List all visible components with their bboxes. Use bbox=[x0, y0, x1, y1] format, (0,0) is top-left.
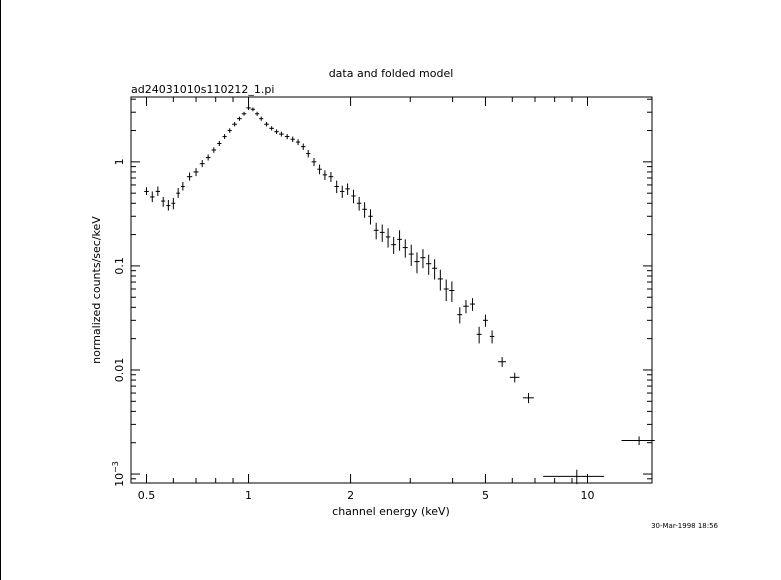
data-point bbox=[144, 187, 149, 196]
chart-title: data and folded model bbox=[329, 67, 454, 80]
data-point bbox=[255, 111, 260, 116]
data-point bbox=[408, 244, 414, 266]
data-point bbox=[300, 143, 306, 150]
data-point bbox=[205, 154, 211, 161]
data-point bbox=[476, 326, 482, 344]
data-point bbox=[246, 106, 251, 110]
data-point bbox=[269, 126, 274, 131]
data-point bbox=[161, 196, 166, 207]
data-point bbox=[199, 160, 205, 168]
x-tick-label: 2 bbox=[347, 489, 354, 502]
data-point bbox=[180, 182, 185, 191]
x-tick-label: 10 bbox=[580, 489, 594, 502]
chart-subtitle: ad24031010s110212_1.pi bbox=[131, 83, 274, 96]
data-point bbox=[306, 149, 311, 158]
data-point bbox=[176, 188, 181, 198]
data-point bbox=[150, 191, 155, 203]
data-point bbox=[391, 236, 397, 255]
data-point bbox=[171, 197, 176, 210]
data-point bbox=[227, 128, 232, 133]
data-point bbox=[437, 269, 443, 291]
data-point bbox=[379, 224, 385, 242]
data-point bbox=[368, 209, 373, 225]
data-point bbox=[463, 300, 469, 314]
data-point bbox=[432, 259, 438, 280]
data-point bbox=[311, 157, 317, 167]
data-point bbox=[498, 357, 507, 367]
x-tick-label: 0.5 bbox=[138, 489, 156, 502]
data-point bbox=[397, 230, 402, 251]
data-point bbox=[443, 279, 449, 302]
data-point bbox=[328, 171, 334, 183]
data-point bbox=[345, 183, 350, 196]
data-point bbox=[457, 307, 463, 324]
data-point bbox=[522, 393, 534, 404]
data-point bbox=[317, 164, 322, 175]
data-point bbox=[250, 107, 256, 112]
data-point bbox=[543, 469, 605, 485]
x-tick-label: 5 bbox=[482, 489, 489, 502]
data-point bbox=[362, 202, 367, 218]
data-point bbox=[241, 111, 247, 116]
data-point bbox=[211, 147, 217, 153]
y-tick-label: 10−3 bbox=[111, 461, 126, 487]
data-point bbox=[334, 180, 339, 194]
data-point bbox=[469, 298, 476, 311]
y-tick-label: 1 bbox=[113, 158, 126, 165]
x-tick-label: 1 bbox=[245, 489, 252, 502]
window-left-border bbox=[0, 0, 1, 580]
data-point bbox=[402, 239, 408, 258]
data-point bbox=[237, 116, 242, 121]
data-point bbox=[279, 131, 284, 137]
data-point bbox=[264, 122, 269, 127]
data-point bbox=[155, 186, 161, 196]
data-point bbox=[483, 314, 488, 327]
y-tick-label: 0.01 bbox=[113, 358, 126, 383]
data-point bbox=[186, 172, 193, 181]
y-axis-label: normalized counts/sec/keV bbox=[90, 216, 103, 364]
data-point bbox=[166, 199, 171, 211]
data-point bbox=[414, 252, 420, 274]
data-point bbox=[284, 134, 290, 140]
data-point bbox=[340, 185, 345, 198]
data-point bbox=[351, 189, 356, 204]
data-point bbox=[509, 372, 520, 383]
data-point bbox=[295, 139, 301, 146]
data-point bbox=[621, 436, 655, 446]
data-point bbox=[426, 254, 432, 275]
data-point bbox=[385, 228, 391, 248]
data-point bbox=[193, 168, 199, 177]
data-point bbox=[489, 330, 495, 344]
data-point bbox=[290, 136, 295, 143]
plot-frame bbox=[130, 96, 653, 484]
data-point bbox=[217, 140, 222, 147]
data-point bbox=[356, 196, 362, 211]
data-point bbox=[222, 134, 227, 139]
data-point bbox=[420, 249, 426, 269]
y-tick-label: 0.1 bbox=[113, 257, 126, 275]
data-point bbox=[274, 129, 279, 135]
data-point bbox=[259, 116, 264, 121]
data-point bbox=[232, 122, 238, 127]
data-point bbox=[322, 170, 328, 180]
plot-timestamp: 30-Mar-1998 18:56 bbox=[651, 522, 718, 530]
x-axis-label: channel energy (keV) bbox=[332, 505, 450, 518]
data-point bbox=[373, 222, 379, 240]
data-point bbox=[449, 281, 455, 302]
